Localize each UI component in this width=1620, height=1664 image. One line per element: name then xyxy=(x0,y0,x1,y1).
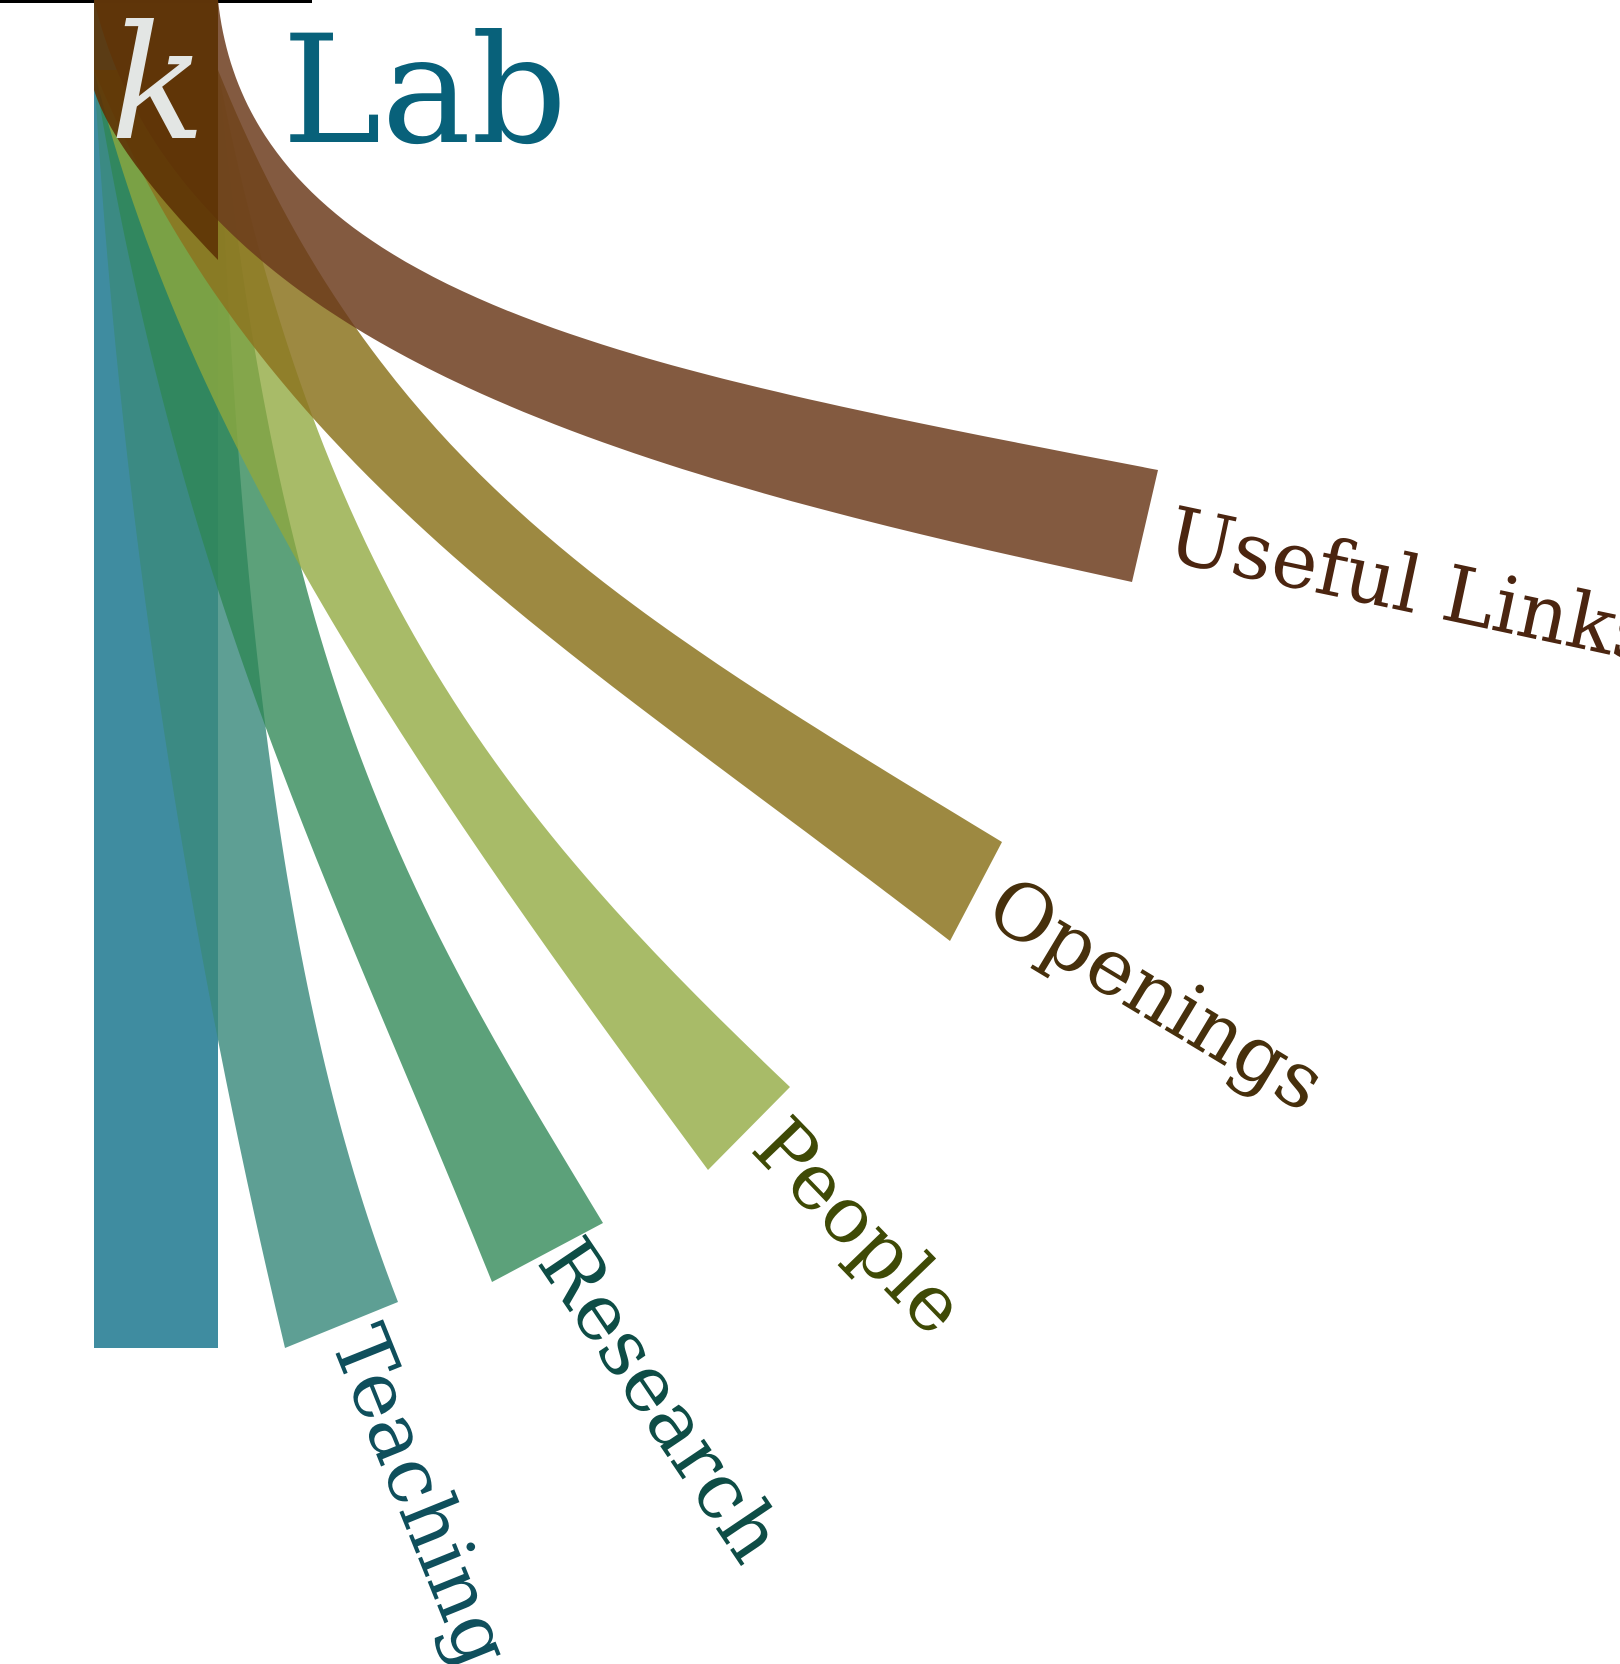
nav-people-label[interactable]: People xyxy=(735,1101,983,1353)
ribbons xyxy=(94,0,1158,1348)
logo-mark: k xyxy=(110,0,206,176)
logo-text: Lab xyxy=(282,4,567,178)
logo[interactable]: k Lab xyxy=(110,0,567,178)
nav-openings-label[interactable]: Openings xyxy=(972,859,1340,1130)
nav-research-label[interactable]: Research xyxy=(520,1222,801,1578)
trunk-top xyxy=(94,0,218,260)
nav-useful-links-label[interactable]: Useful Links xyxy=(1160,491,1620,682)
ribbon-useful-links[interactable] xyxy=(94,0,1158,582)
nav-teaching-label[interactable]: Teaching xyxy=(312,1313,529,1664)
